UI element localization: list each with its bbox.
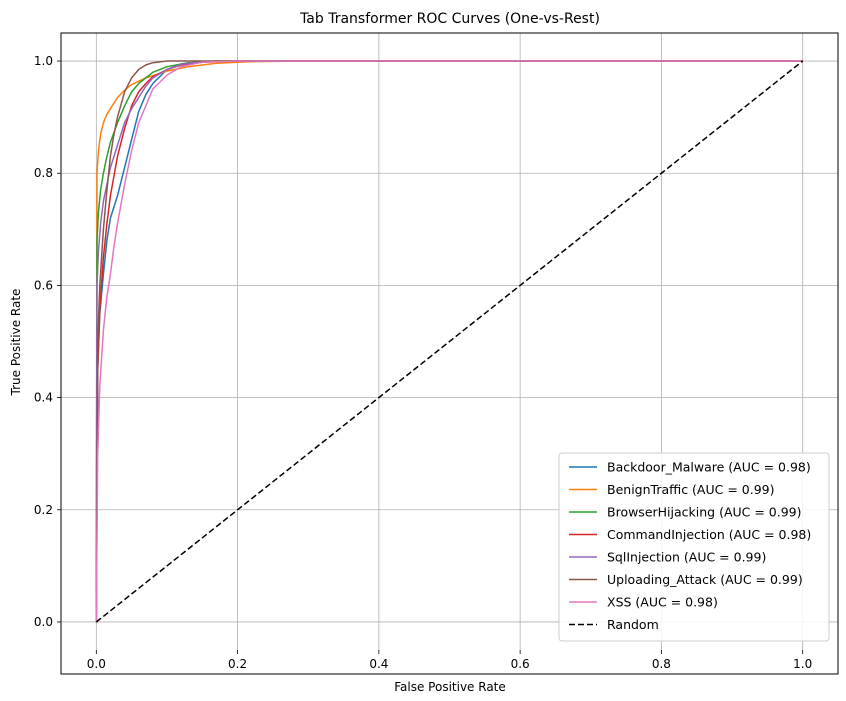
plot-frame (60, 32, 839, 675)
x-tick-label: 0.6 (511, 657, 530, 671)
x-axis-label: False Positive Rate (394, 680, 506, 694)
x-axis-ticks: 0.0 0.2 0.4 0.6 0.8 1.0 (87, 650, 812, 671)
y-tick-label: 0.4 (34, 391, 53, 405)
legend-label: XSS (AUC = 0.98) (607, 595, 718, 610)
series-line (95, 60, 803, 623)
y-tick-label: 0.6 (34, 278, 53, 292)
y-axis-ticks: 0.0 0.2 0.4 0.6 0.8 1.0 (34, 54, 61, 629)
y-tick-label: 1.0 (34, 54, 53, 68)
legend-label: SqlInjection (AUC = 0.99) (607, 550, 766, 565)
series-line (95, 60, 803, 623)
x-tick-label: 0.2 (228, 657, 247, 671)
x-tick-label: 0.4 (369, 657, 388, 671)
y-tick-label: 0.8 (34, 166, 53, 180)
legend-label: CommandInjection (AUC = 0.98) (607, 527, 811, 542)
y-tick-label: 0.2 (34, 503, 53, 517)
legend-label: Uploading_Attack (AUC = 0.99) (607, 572, 803, 587)
legend-label: BenignTraffic (AUC = 0.99) (607, 482, 774, 497)
series-line (95, 60, 803, 623)
y-axis-label: True Positive Rate (9, 289, 23, 397)
series-line (95, 60, 803, 623)
x-tick-label: 1.0 (793, 657, 812, 671)
x-tick-label: 0.0 (87, 657, 106, 671)
legend-box (558, 452, 830, 642)
legend-label: Random (607, 617, 659, 632)
series-line (95, 60, 804, 623)
series-group (95, 60, 804, 623)
chart-title: Tab Transformer ROC Curves (One-vs-Rest) (299, 11, 600, 27)
y-tick-label: 0.0 (34, 615, 53, 629)
legend-label: Backdoor_Malware (AUC = 0.98) (607, 460, 811, 475)
x-tick-label: 0.8 (652, 657, 671, 671)
legend: Backdoor_Malware (AUC = 0.98) BenignTraff… (558, 452, 830, 642)
legend-label: BrowserHijacking (AUC = 0.99) (607, 505, 802, 520)
